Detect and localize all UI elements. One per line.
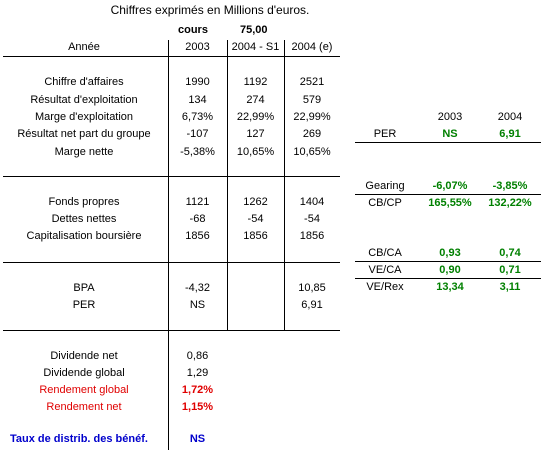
- ratio-value-2004: 0,71: [499, 264, 521, 276]
- cell-2003: -107: [186, 128, 209, 140]
- ratio-value-2003: -6,07%: [432, 180, 468, 192]
- ratio-value-2004: 0,74: [499, 247, 521, 259]
- ratio-label: CB/CA: [368, 247, 402, 259]
- page-title: Chiffres exprimés en Millions d'euros.: [110, 3, 310, 17]
- ratio-value-2003: 13,34: [436, 281, 464, 293]
- cell-2003: 1121: [185, 196, 210, 208]
- column-separator: [284, 40, 285, 330]
- cell-2004-s1: 1192: [243, 76, 268, 88]
- cell-2003: -68: [189, 213, 206, 225]
- row-label: Dettes nettes: [51, 213, 117, 225]
- cell-2003: 1990: [185, 76, 210, 88]
- header-annee: Année: [68, 41, 100, 53]
- row-label: Marge d'exploitation: [34, 111, 134, 123]
- ratio-label: VE/CA: [368, 264, 402, 276]
- row-label: Marge nette: [54, 146, 114, 158]
- row-label: Résultat net part du groupe: [17, 128, 151, 140]
- taux-value: NS: [189, 433, 206, 445]
- ratio-value-2004: 3,11: [499, 281, 521, 293]
- cell-2004e: 10,85: [298, 282, 326, 294]
- ratio-value-2003: 0,90: [439, 264, 461, 276]
- row-label: Rendement net: [46, 401, 122, 413]
- row-label: Fonds propres: [48, 196, 120, 208]
- section-divider-2: [3, 262, 340, 263]
- cell-2004e: -54: [304, 213, 320, 225]
- ratio-value-2003: NS: [442, 128, 458, 140]
- cell-2003: 1,15%: [181, 401, 214, 413]
- cell-2004-s1: 1856: [243, 230, 268, 242]
- ratio-label: CB/CP: [368, 197, 402, 209]
- ratio-value-2003: 0,93: [439, 247, 461, 259]
- cell-2004-s1: 1262: [243, 196, 268, 208]
- cell-2003: 1856: [185, 230, 210, 242]
- row-label: PER: [72, 299, 96, 311]
- ratio-label: VE/Rex: [366, 281, 404, 293]
- ratio-label: Gearing: [365, 180, 405, 192]
- ratio-value-2004: 6,91: [499, 128, 521, 140]
- column-separator: [227, 40, 228, 330]
- cell-2004-s1: 10,65%: [236, 146, 275, 158]
- row-label: Chiffre d'affaires: [44, 76, 124, 88]
- cell-2004e: 579: [302, 94, 322, 106]
- ratio-value-2004: -3,85%: [492, 180, 528, 192]
- ratio-underline: [355, 142, 541, 143]
- section-divider-1: [3, 176, 340, 177]
- taux-label: Taux de distrib. des bénéf.: [10, 433, 148, 445]
- cell-2004-s1: 127: [246, 128, 265, 140]
- ratio-value-2003: 165,55%: [428, 197, 472, 209]
- cell-2004-s1: -54: [247, 213, 264, 225]
- cell-2004e: 22,99%: [293, 111, 331, 123]
- ratio-label: PER: [373, 128, 397, 140]
- cours-label: cours: [178, 24, 208, 36]
- ratios-header-2004: 2004: [497, 111, 523, 123]
- ratio-value-2004: 132,22%: [488, 197, 532, 209]
- cell-2003: 1,72%: [181, 384, 214, 396]
- cell-2004e: 1404: [299, 196, 325, 208]
- ratios-header-2003: 2003: [437, 111, 463, 123]
- cours-value: 75,00: [240, 24, 268, 36]
- cell-2003: 0,86: [186, 350, 209, 362]
- cell-2003: 134: [188, 94, 207, 106]
- cell-2004e: 1856: [299, 230, 325, 242]
- ratio-underline: [355, 261, 541, 262]
- row-label: Dividende net: [50, 350, 118, 362]
- header-col-2004e: 2004 (e): [291, 41, 333, 53]
- row-label: Résultat d'exploitation: [30, 94, 138, 106]
- section-divider-3: [3, 330, 340, 331]
- cell-2003: -5,38%: [180, 146, 215, 158]
- cell-2004-s1: 274: [246, 94, 265, 106]
- row-label: Capitalisation boursière: [26, 230, 142, 242]
- cell-2003: 6,73%: [181, 111, 214, 123]
- cell-2004-s1: 22,99%: [236, 111, 275, 123]
- cell-2004e: 6,91: [301, 299, 323, 311]
- ratio-underline: [355, 278, 541, 279]
- row-label: BPA: [73, 282, 95, 294]
- cell-2003: 1,29: [186, 367, 209, 379]
- header-divider: [3, 56, 340, 57]
- row-label: Dividende global: [43, 367, 125, 379]
- row-label: Rendement global: [39, 384, 129, 396]
- ratio-underline: [355, 194, 541, 195]
- cell-2004e: 2521: [299, 76, 325, 88]
- header-col-2003: 2003: [185, 41, 210, 53]
- column-separator: [168, 40, 169, 450]
- cell-2004e: 10,65%: [293, 146, 331, 158]
- cell-2004e: 269: [302, 128, 322, 140]
- cell-2003: -4,32: [184, 282, 211, 294]
- header-col-2004-s1: 2004 - S1: [231, 41, 280, 53]
- cell-2003: NS: [189, 299, 206, 311]
